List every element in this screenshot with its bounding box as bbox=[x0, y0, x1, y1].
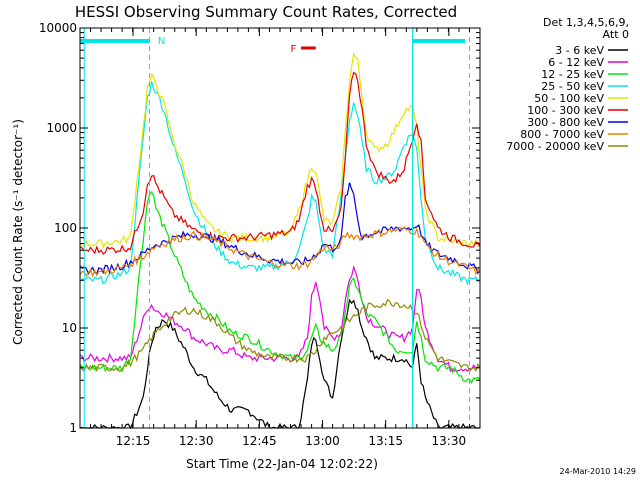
legend-label-7: 300 - 800 keV bbox=[527, 116, 604, 129]
y-tick-label-4: 10000 bbox=[39, 21, 77, 35]
series-line-7 bbox=[79, 182, 481, 276]
x-tick-label-3: 13:00 bbox=[305, 434, 340, 448]
legend-label-8: 800 - 7000 keV bbox=[520, 128, 604, 141]
series-line-8 bbox=[79, 225, 481, 278]
legend-label-4: 25 - 50 keV bbox=[541, 80, 604, 93]
series-line-5 bbox=[79, 51, 481, 249]
legend-label-1: 3 - 6 keV bbox=[555, 44, 604, 57]
x-tick-label-5: 13:30 bbox=[432, 434, 467, 448]
legend-label-2: 6 - 12 keV bbox=[548, 56, 604, 69]
x-tick-label-1: 12:30 bbox=[179, 434, 214, 448]
y-tick-label-3: 1000 bbox=[46, 121, 77, 135]
x-axis-label: Start Time (22-Jan-04 12:02:22) bbox=[186, 457, 378, 471]
legend-label-3: 12 - 25 keV bbox=[541, 68, 604, 81]
legend-header-line-1: Det 1,3,4,5,6,9, bbox=[543, 16, 629, 29]
series-line-2 bbox=[79, 264, 481, 373]
legend-label-9: 7000 - 20000 keV bbox=[506, 140, 604, 153]
legend-header-line-2: Att 0 bbox=[603, 28, 629, 41]
x-tick-label-0: 12:15 bbox=[116, 434, 151, 448]
y-axis-label: Corrected Count Rate (s⁻¹ detector⁻¹) bbox=[11, 119, 25, 345]
x-tick-label-4: 13:15 bbox=[368, 434, 403, 448]
legend-label-5: 50 - 100 keV bbox=[534, 92, 604, 105]
legend-label-6: 100 - 300 keV bbox=[527, 104, 604, 117]
night-marker-label: N bbox=[158, 36, 165, 47]
flare-marker-label: F bbox=[291, 44, 297, 55]
y-tick-label-0: 1 bbox=[69, 421, 77, 435]
footer-date: 24-Mar-2010 14:29 bbox=[560, 467, 637, 476]
series-line-6 bbox=[79, 71, 481, 255]
series-line-9 bbox=[79, 298, 481, 373]
y-tick-label-1: 10 bbox=[62, 321, 77, 335]
chart-title: HESSI Observing Summary Count Rates, Cor… bbox=[75, 3, 457, 21]
y-tick-label-2: 100 bbox=[54, 221, 77, 235]
x-tick-label-2: 12:45 bbox=[242, 434, 277, 448]
